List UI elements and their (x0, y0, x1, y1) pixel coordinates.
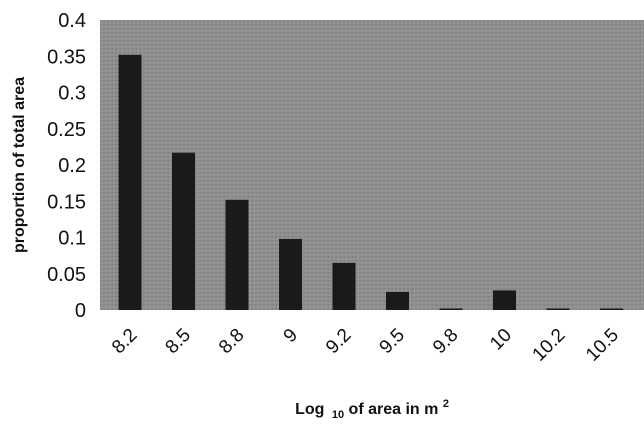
y-tick-label: 0 (75, 300, 86, 322)
y-tick-label: 0.4 (58, 10, 86, 32)
x-tick-label: 10.2 (529, 325, 570, 366)
x-tick-label: 10.5 (582, 325, 623, 366)
y-tick-label: 0.25 (47, 119, 86, 141)
bar-8.8 (225, 199, 249, 310)
x-tick-label: 9.2 (322, 325, 356, 359)
bar-8.2 (118, 54, 142, 310)
y-tick-label: 0.1 (58, 228, 86, 250)
bar-10 (493, 290, 516, 310)
y-tick-label: 0.2 (58, 155, 86, 177)
bar-9 (279, 238, 302, 310)
bar-9.2 (332, 262, 356, 310)
bar-10.5 (600, 308, 623, 310)
bar-8.5 (172, 152, 195, 310)
y-tick-label: 0.35 (47, 46, 86, 68)
x-axis-title-subscript: 10 (332, 409, 344, 421)
x-tick-label: 9 (280, 325, 302, 347)
x-axis-title-main: Log (295, 401, 324, 418)
x-tick-label: 8.5 (162, 325, 196, 359)
x-tick-label: 9.5 (376, 325, 410, 359)
x-tick-label: 9.8 (429, 325, 463, 359)
y-tick-label: 0.15 (47, 191, 86, 213)
x-axis-title: Log 10 of area in m 2 (295, 398, 449, 422)
bars-group (118, 54, 623, 310)
x-tick-label: 8.8 (215, 325, 249, 359)
bar-9.5 (386, 291, 409, 310)
y-axis-ticks: 0 0.05 0.1 0.15 0.2 0.25 0.3 0.35 0.4 (47, 10, 86, 322)
y-tick-label: 0.3 (58, 83, 86, 105)
y-axis-title: proportion of total area (11, 77, 28, 253)
x-tick-label: 8.2 (108, 325, 142, 359)
y-tick-label: 0.05 (47, 264, 86, 286)
x-tick-label: 10 (486, 325, 516, 355)
x-axis-title-superscript: 2 (443, 398, 449, 410)
x-axis-title-rest: of area in m (349, 401, 439, 418)
bar-10.2 (546, 308, 570, 310)
x-axis-ticks: 8.2 8.5 8.8 9 9.2 9.5 9.8 10 10.2 10.5 (108, 325, 623, 366)
bar-9.8 (439, 308, 463, 310)
